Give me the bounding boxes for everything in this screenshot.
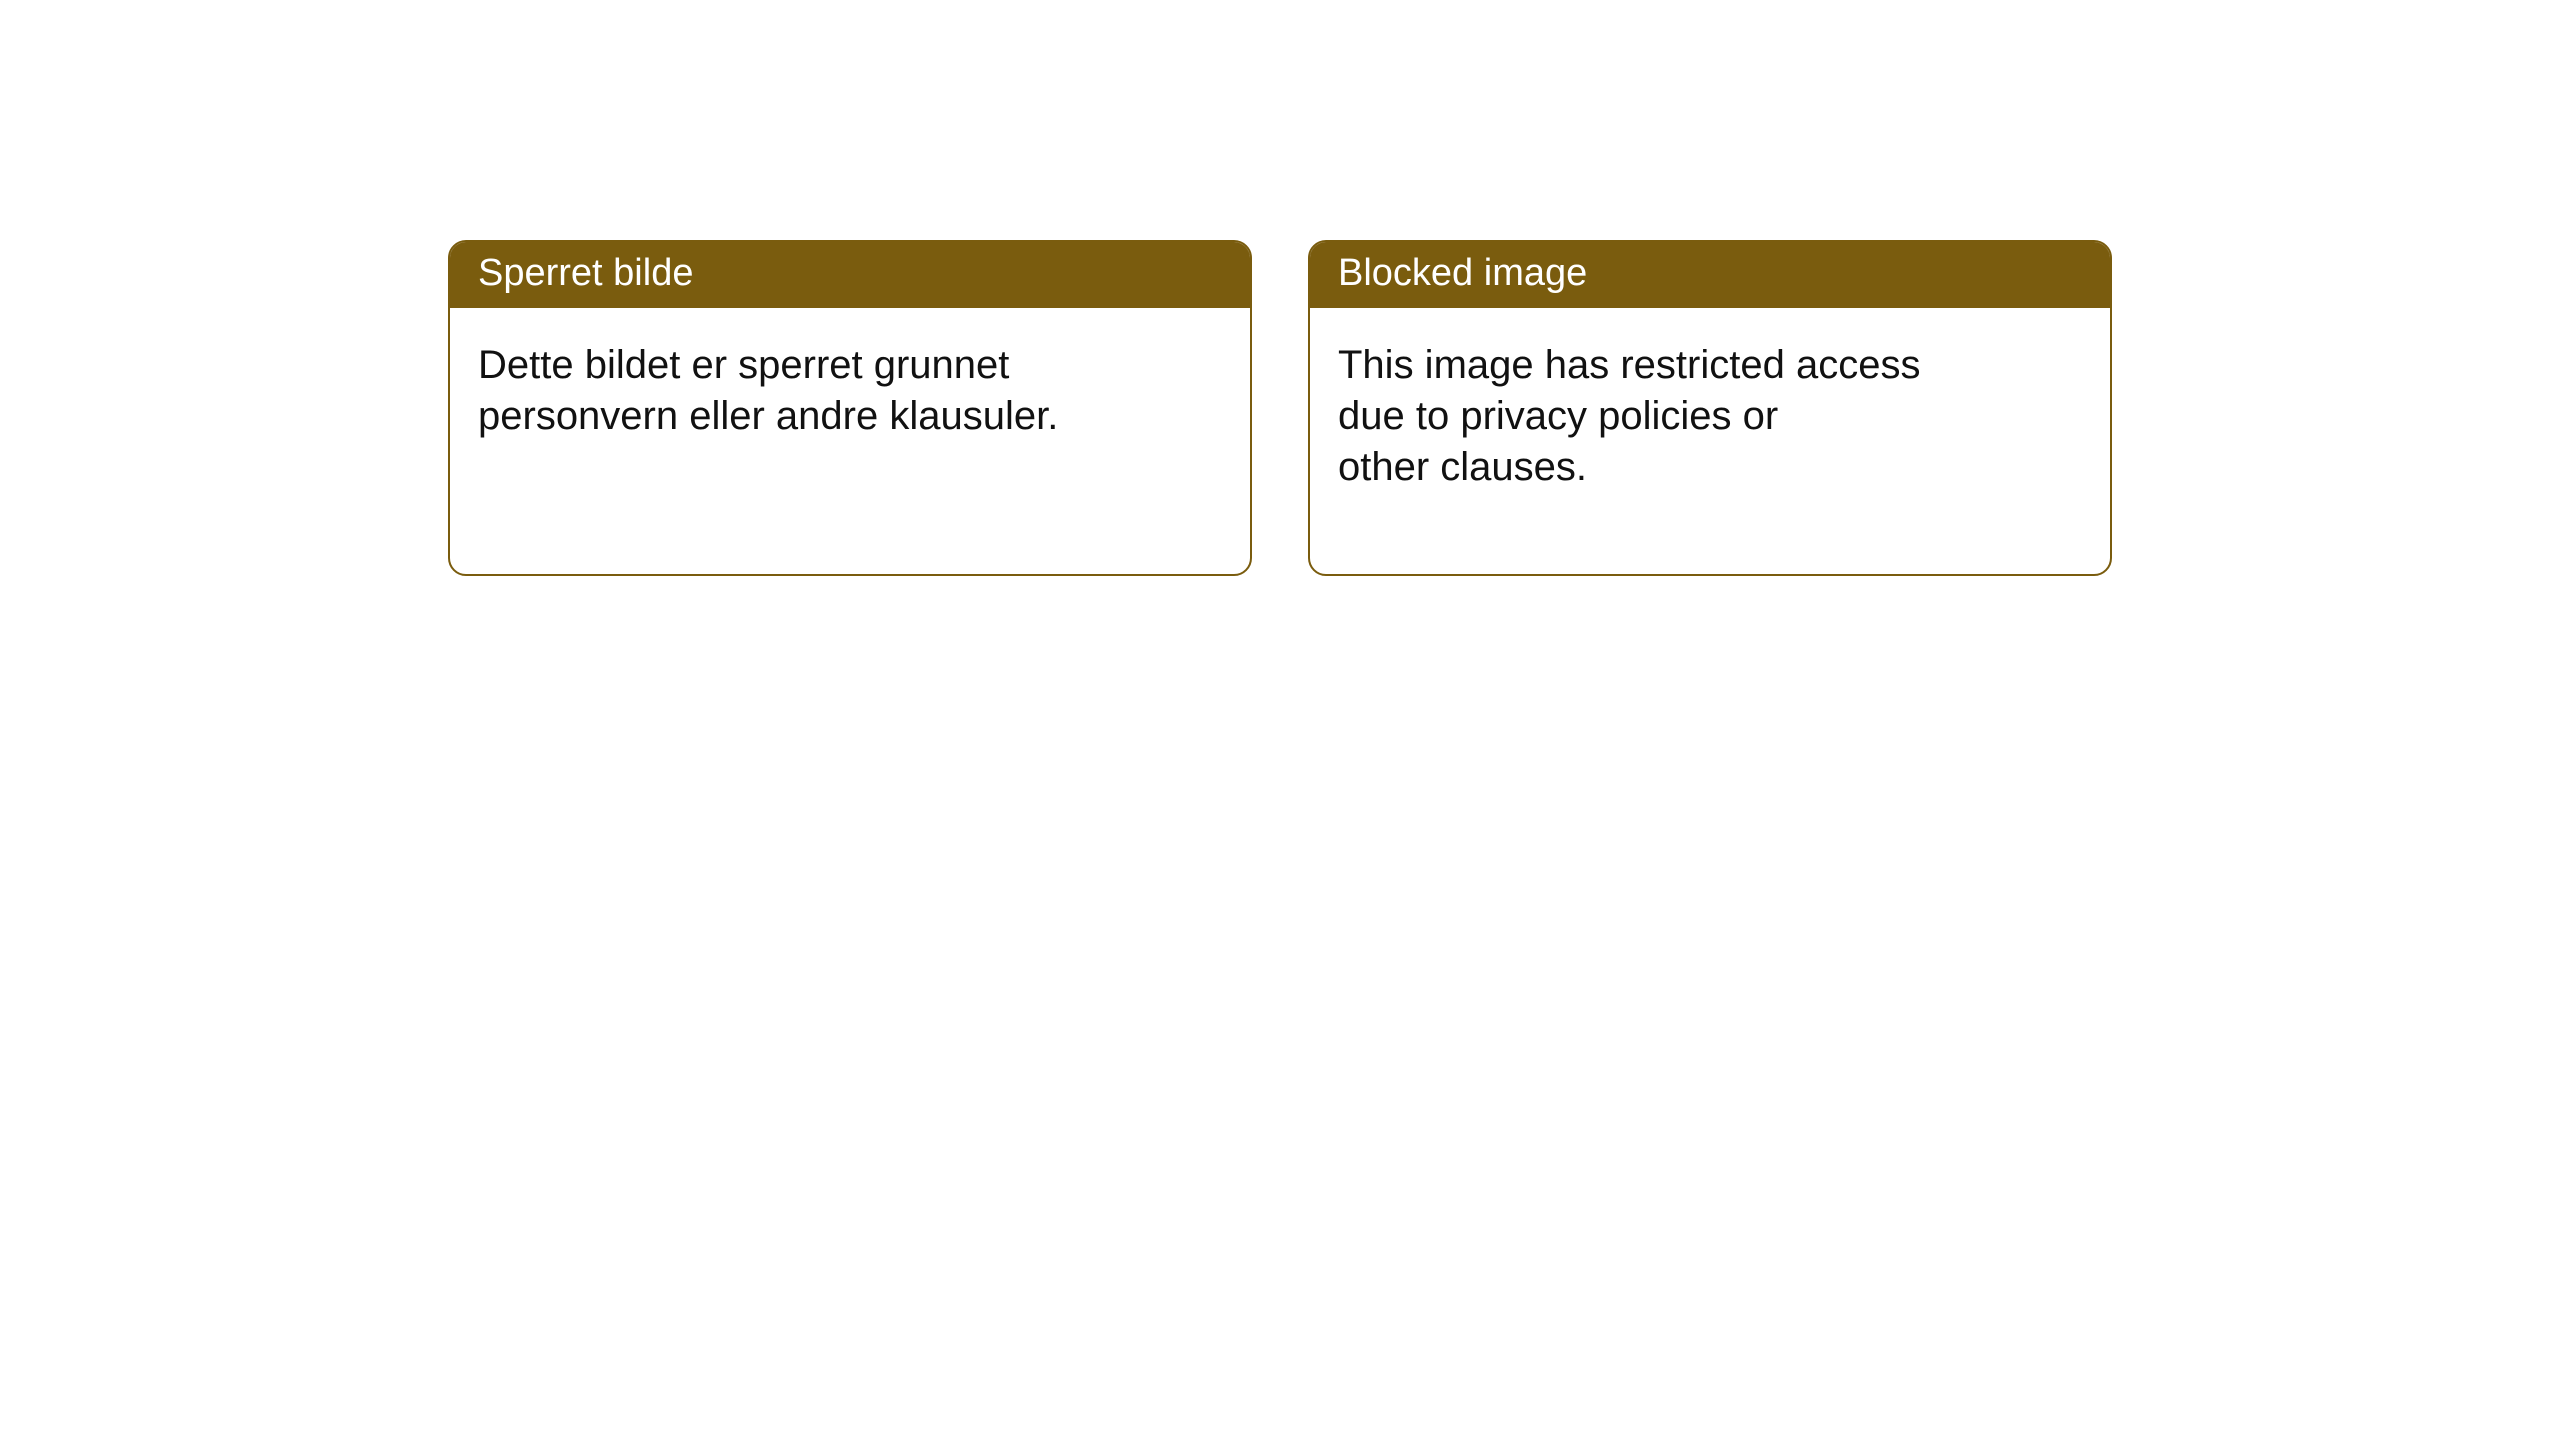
notice-card-norwegian: Sperret bilde Dette bildet er sperret gr… <box>448 240 1252 576</box>
notice-container: Sperret bilde Dette bildet er sperret gr… <box>0 0 2560 576</box>
notice-header-norwegian: Sperret bilde <box>450 242 1250 308</box>
notice-card-english: Blocked image This image has restricted … <box>1308 240 2112 576</box>
notice-header-english: Blocked image <box>1310 242 2110 308</box>
notice-body-norwegian: Dette bildet er sperret grunnet personve… <box>450 308 1250 474</box>
notice-body-english: This image has restricted access due to … <box>1310 308 2110 526</box>
